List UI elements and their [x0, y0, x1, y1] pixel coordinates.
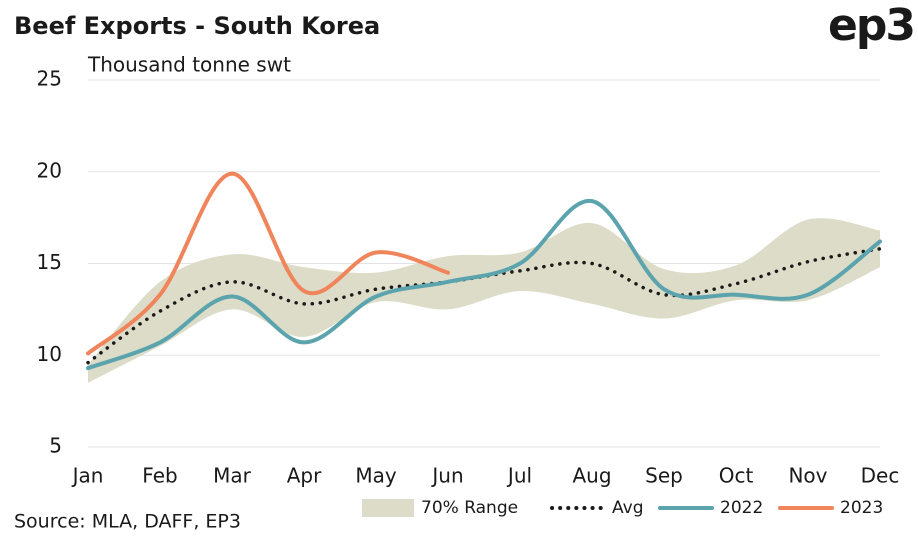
- x-tick-label: Nov: [788, 464, 827, 488]
- x-tick-label: Oct: [719, 464, 754, 488]
- x-tick-label: Jan: [71, 464, 104, 488]
- legend-label: Avg: [612, 498, 644, 518]
- legend-label: 2023: [840, 498, 883, 518]
- y-tick-label: 25: [37, 67, 62, 91]
- source: Source: MLA, DAFF, EP3: [14, 511, 241, 533]
- x-tick-label: Jun: [430, 464, 463, 488]
- range-area: [88, 218, 880, 383]
- x-tick-label: May: [355, 464, 397, 488]
- series-line: [86, 171, 450, 356]
- logo: ep3: [828, 0, 914, 51]
- x-tick-label: Apr: [287, 464, 322, 488]
- series-line: [86, 199, 882, 371]
- x-tick-label: Mar: [213, 464, 252, 488]
- x-tick-label: Dec: [861, 464, 900, 488]
- y-tick-label: 5: [49, 434, 62, 458]
- chart-title: Beef Exports - South Korea: [14, 12, 380, 40]
- x-tick-label: Aug: [572, 464, 611, 488]
- y-tick-label: 15: [37, 250, 62, 274]
- legend-label: 70% Range: [421, 498, 518, 518]
- y-tick-label: 20: [37, 158, 62, 182]
- series-line: [86, 247, 882, 365]
- y-tick-label: 10: [37, 342, 62, 366]
- legend-label: 2022: [720, 498, 763, 518]
- x-tick-label: Feb: [142, 464, 177, 488]
- legend-swatch: [362, 499, 414, 517]
- subtitle: Thousand tonne swt: [87, 53, 291, 77]
- x-tick-label: Sep: [645, 464, 683, 488]
- x-tick-label: Jul: [506, 464, 532, 488]
